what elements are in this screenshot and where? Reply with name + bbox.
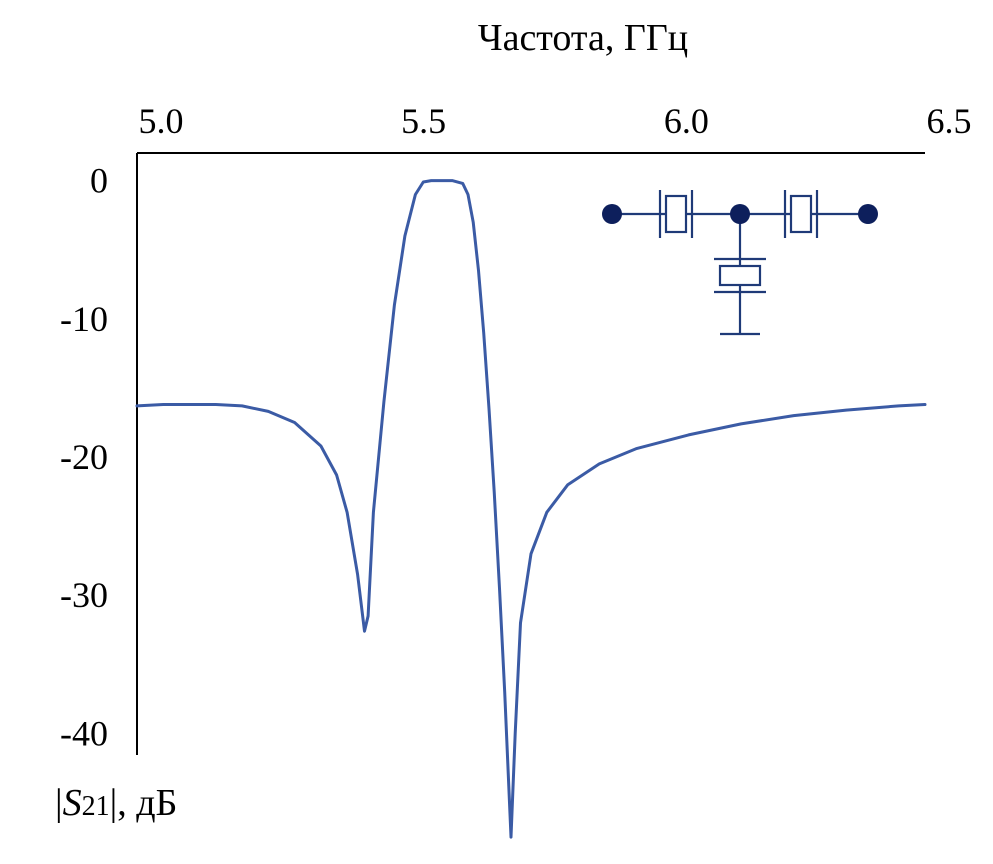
y-axis-title-subscript: 21 bbox=[82, 791, 110, 822]
y-tick-label: -30 bbox=[60, 575, 108, 615]
x-tick-labels: 5.0 5.5 6.0 6.5 bbox=[139, 101, 972, 141]
resonator-icon bbox=[714, 257, 766, 294]
y-tick-labels: 0 -10 -20 -30 -40 bbox=[60, 161, 108, 754]
y-tick-label: 0 bbox=[90, 161, 108, 201]
s21-curve bbox=[135, 179, 927, 839]
y-axis-title-unit: |, дБ bbox=[110, 782, 178, 824]
x-tick-label: 6.0 bbox=[664, 101, 709, 141]
node-dot-icon bbox=[602, 204, 622, 224]
x-tick-label: 6.5 bbox=[927, 101, 972, 141]
y-axis-title: |S21|, дБ bbox=[55, 782, 177, 824]
circuit-inset bbox=[602, 190, 878, 336]
x-tick-label: 5.5 bbox=[401, 101, 446, 141]
node-dot-icon bbox=[730, 204, 750, 224]
resonator-icon bbox=[783, 190, 819, 238]
y-tick-label: -10 bbox=[60, 299, 108, 339]
x-tick-label: 5.0 bbox=[139, 101, 184, 141]
resonator-icon bbox=[658, 190, 694, 238]
y-tick-label: -40 bbox=[60, 713, 108, 753]
y-axis-title-bar: | bbox=[55, 782, 63, 824]
node-dot-icon bbox=[858, 204, 878, 224]
y-tick-label: -20 bbox=[60, 437, 108, 477]
x-axis-title: Частота, ГГц bbox=[478, 17, 688, 59]
y-axis-title-symbol: S bbox=[63, 782, 82, 824]
